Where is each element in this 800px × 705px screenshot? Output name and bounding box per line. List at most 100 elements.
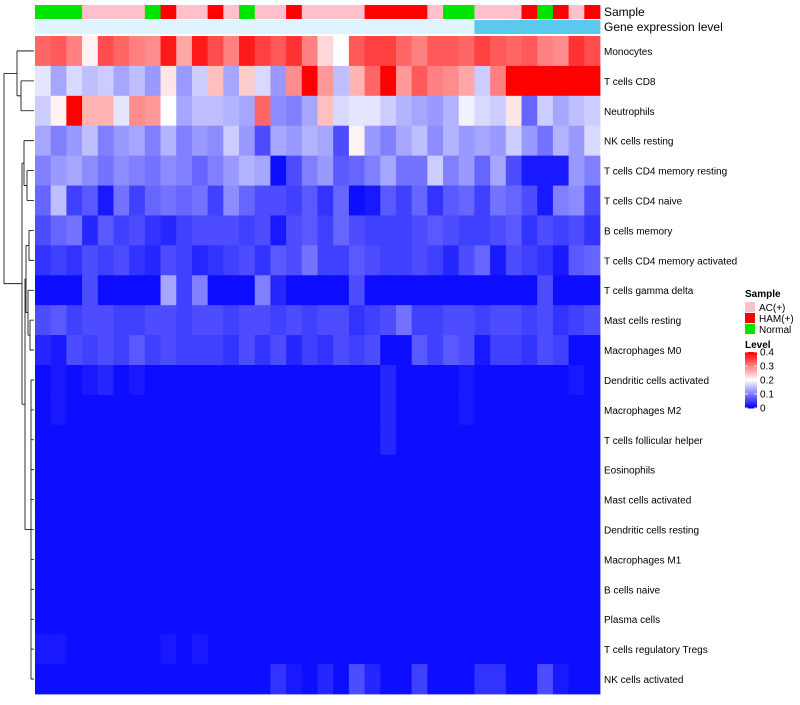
heatmap-cell (458, 514, 475, 545)
heatmap-cell (66, 155, 83, 186)
row-label: T cells CD8 (604, 77, 656, 88)
heatmap-cell (427, 634, 444, 665)
row-label: T cells CD4 memory resting (604, 167, 727, 178)
heatmap-cell (223, 664, 240, 695)
heatmap-cell (333, 275, 350, 306)
heatmap-cell (207, 394, 224, 426)
heatmap-cell (490, 36, 507, 67)
expression-annotation-cell (584, 20, 601, 34)
heatmap-cell (35, 65, 52, 97)
legend-level-gradient-step (745, 381, 757, 384)
sample-annotation-cell (176, 5, 193, 19)
heatmap-cell (129, 335, 146, 366)
heatmap-cell (380, 275, 397, 306)
heatmap-cell (191, 544, 209, 575)
heatmap-cell (427, 65, 444, 97)
heatmap-cell (66, 544, 83, 575)
heatmap-cell (490, 634, 507, 665)
heatmap-cell (317, 664, 334, 695)
heatmap-cell (286, 514, 303, 545)
heatmap-cell (348, 65, 365, 97)
heatmap-cell (286, 65, 303, 97)
heatmap-cell (66, 574, 83, 605)
heatmap-cell (82, 65, 99, 97)
heatmap-cell (207, 544, 224, 575)
heatmap-cell (176, 454, 193, 486)
row-label: Macrophages M0 (604, 346, 682, 357)
sample-annotation-cell (490, 5, 507, 19)
heatmap-cell (191, 664, 209, 695)
heatmap-cell (270, 275, 287, 306)
heatmap-cell (191, 574, 209, 605)
heatmap-cell (97, 125, 114, 157)
heatmap-cell (97, 305, 114, 336)
heatmap-cell (505, 574, 522, 605)
heatmap-cell (239, 335, 256, 366)
sample-annotation-cell (270, 5, 287, 19)
heatmap-cell (129, 305, 146, 336)
heatmap-cell (160, 95, 177, 127)
heatmap-cell (348, 544, 365, 575)
sample-annotation-cell (129, 5, 146, 19)
heatmap-cell (458, 424, 475, 456)
heatmap-cell (160, 424, 177, 456)
heatmap-cell (270, 125, 287, 157)
heatmap-cell (490, 664, 507, 695)
heatmap-cell (50, 155, 67, 186)
legend-level-gradient-step (745, 374, 757, 377)
heatmap-cell (458, 335, 475, 366)
heatmap-cell (176, 36, 193, 67)
heatmap-cell (301, 245, 318, 276)
heatmap-cell (66, 95, 83, 127)
heatmap-cell (223, 484, 240, 515)
heatmap-cell (364, 125, 381, 157)
heatmap-cell (317, 365, 334, 396)
expression-annotation-cell (144, 20, 161, 34)
heatmap-cell (144, 155, 161, 186)
heatmap-cell (443, 95, 460, 127)
heatmap-cell (364, 215, 381, 246)
heatmap-cell (348, 424, 365, 456)
heatmap-cell (144, 275, 161, 306)
heatmap-cell (50, 185, 67, 216)
heatmap-cell (301, 544, 318, 575)
legend-level-tick-label: 0 (760, 404, 766, 415)
heatmap-cell (568, 484, 585, 515)
heatmap-cell (97, 454, 114, 486)
sample-annotation-cell (223, 5, 240, 19)
heatmap-cell (254, 185, 271, 216)
expression-annotation-cell (270, 20, 287, 34)
heatmap-cell (66, 664, 83, 695)
heatmap-cell (521, 335, 538, 366)
legend-level-tick-label: 0.1 (760, 390, 774, 401)
heatmap-cell (395, 634, 413, 665)
heatmap-cell (113, 65, 130, 97)
heatmap-cell (97, 155, 114, 186)
expression-annotation-cell (176, 20, 193, 34)
heatmap-cell (160, 544, 177, 575)
heatmap-cell (144, 335, 161, 366)
heatmap-cell (113, 544, 130, 575)
sample-annotation-cell (239, 5, 256, 19)
heatmap-cell (537, 335, 554, 366)
heatmap-cell (35, 544, 52, 575)
heatmap-cell (380, 634, 397, 665)
expression-annotation-cell (286, 20, 303, 34)
sample-annotation-cell (474, 5, 491, 19)
legend-level-gradient-step (745, 378, 757, 381)
heatmap-cell (301, 275, 318, 306)
heatmap-cell (270, 305, 287, 336)
heatmap-cell (66, 514, 83, 545)
heatmap-cell (521, 574, 538, 605)
heatmap-cell (474, 275, 491, 306)
heatmap-cell (364, 95, 381, 127)
heatmap-cell (286, 634, 303, 665)
heatmap-cell (411, 604, 428, 635)
heatmap-cell (568, 544, 585, 575)
sample-annotation-cell (505, 5, 522, 19)
heatmap-cell (584, 36, 601, 67)
heatmap-cell (191, 215, 209, 246)
heatmap-cell (176, 155, 193, 186)
heatmap-cell (458, 65, 475, 97)
